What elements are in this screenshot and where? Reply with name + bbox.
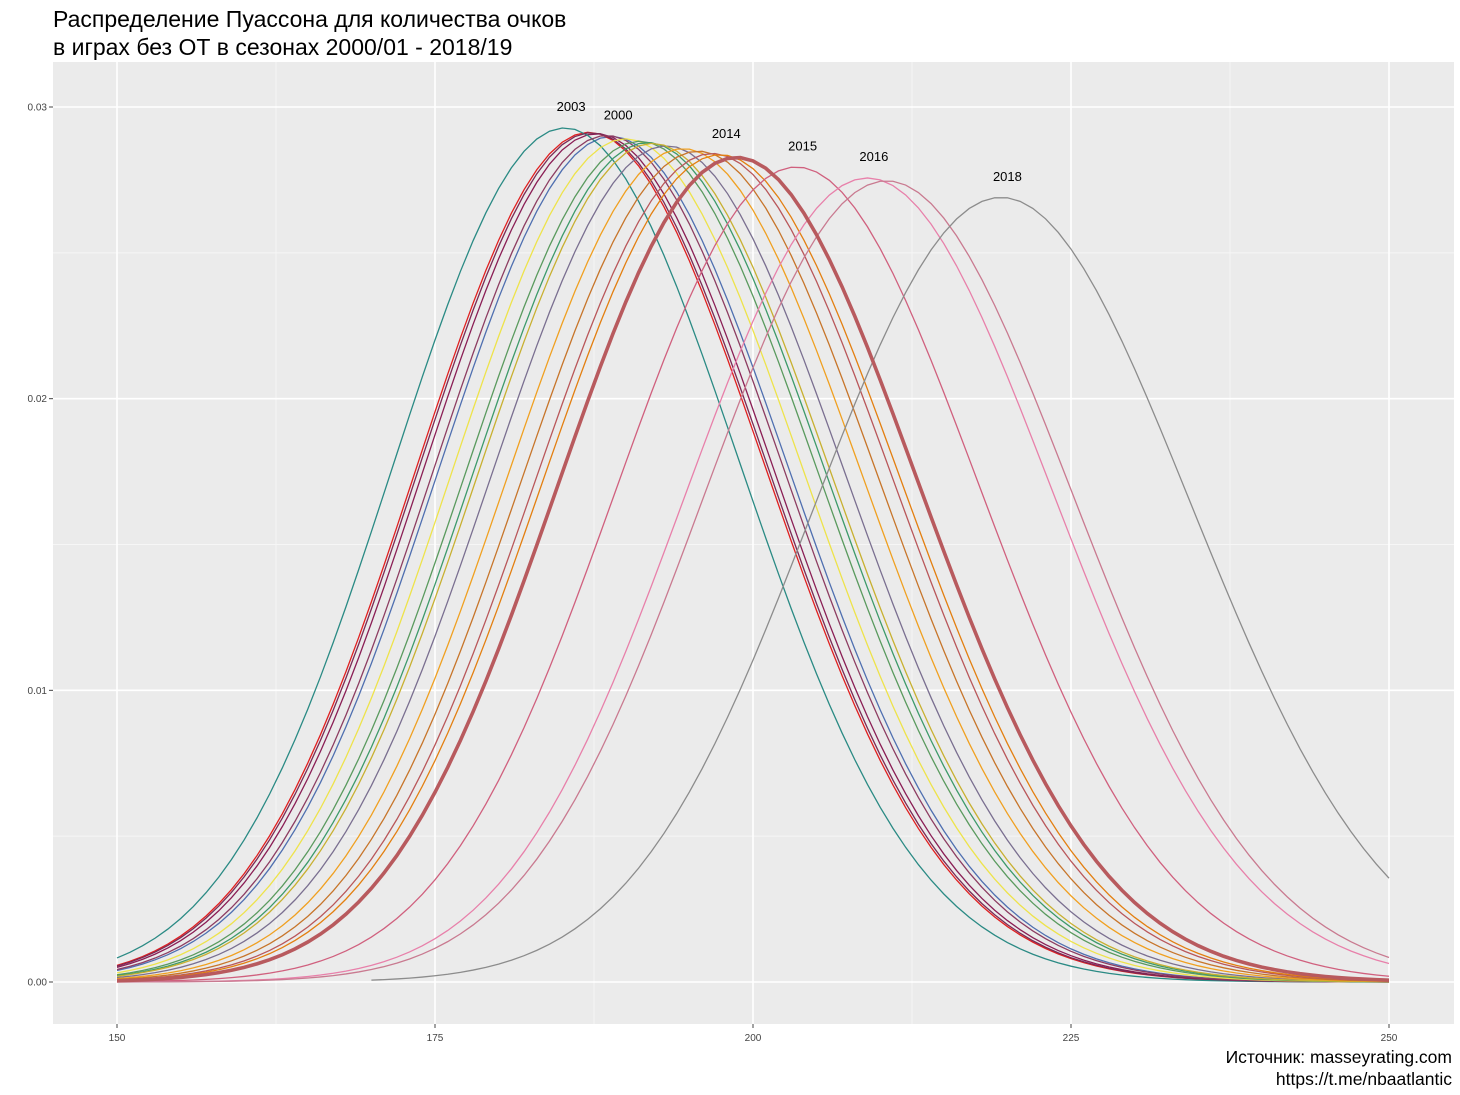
grid (53, 62, 1454, 1024)
caption-link: https://t.me/nbaatlantic (1275, 1069, 1452, 1089)
y-tick-label: 0.03 (28, 103, 48, 114)
x-tick-label: 150 (109, 1033, 126, 1044)
series-line-2003 (116, 127, 1390, 983)
x-tick-label: 225 (1063, 1033, 1080, 1044)
series-line-2015 (116, 166, 1390, 983)
series-line-2011 (116, 148, 1390, 983)
axis-ticks: 150 175 200 225 250 0.00 0.01 0.02 0.03 (28, 103, 1398, 1045)
series-label-2018: 2018 (993, 169, 1022, 184)
series-line-2008 (116, 142, 1390, 983)
series-labels: 2000 2003 2014 2015 2016 2018 (557, 99, 1022, 184)
series-line-2014 (116, 154, 1390, 982)
caption: Источник: masseyrating.com https://t.me/… (1226, 1046, 1452, 1090)
series-label-2014: 2014 (712, 126, 741, 141)
y-tick-label: 0.02 (28, 394, 48, 405)
chart-title: Распределение Пуассона для количества оч… (53, 5, 566, 61)
series-line-2007 (116, 140, 1390, 983)
series-lines (116, 127, 1390, 983)
series-line-2010 (116, 142, 1390, 983)
x-tick-label: 250 (1381, 1033, 1398, 1044)
series-line-2006 (116, 138, 1390, 983)
series-line-2017 (116, 180, 1390, 983)
series-line-2016 (116, 177, 1390, 983)
series-label-2003: 2003 (557, 99, 586, 114)
series-line-2018 (371, 197, 1390, 981)
series-line-2009 (116, 145, 1390, 983)
x-tick-label: 175 (427, 1033, 444, 1044)
series-line-2005 (116, 135, 1390, 983)
series-line-2013 (116, 152, 1390, 982)
series-line-avg (116, 155, 1390, 983)
series-label-2015: 2015 (788, 138, 817, 153)
y-tick-label: 0.00 (28, 978, 48, 989)
series-line-2004 (116, 132, 1390, 983)
x-tick-label: 200 (745, 1033, 762, 1044)
series-label-2016: 2016 (859, 149, 888, 164)
series-label-2000: 2000 (604, 107, 633, 122)
caption-source: Источник: masseyrating.com (1225, 1047, 1452, 1067)
y-tick-label: 0.01 (28, 686, 48, 697)
title-line-1: Распределение Пуассона для количества оч… (53, 6, 567, 32)
title-line-2: в играх без ОТ в сезонах 2000/01 - 2018/… (53, 34, 513, 60)
